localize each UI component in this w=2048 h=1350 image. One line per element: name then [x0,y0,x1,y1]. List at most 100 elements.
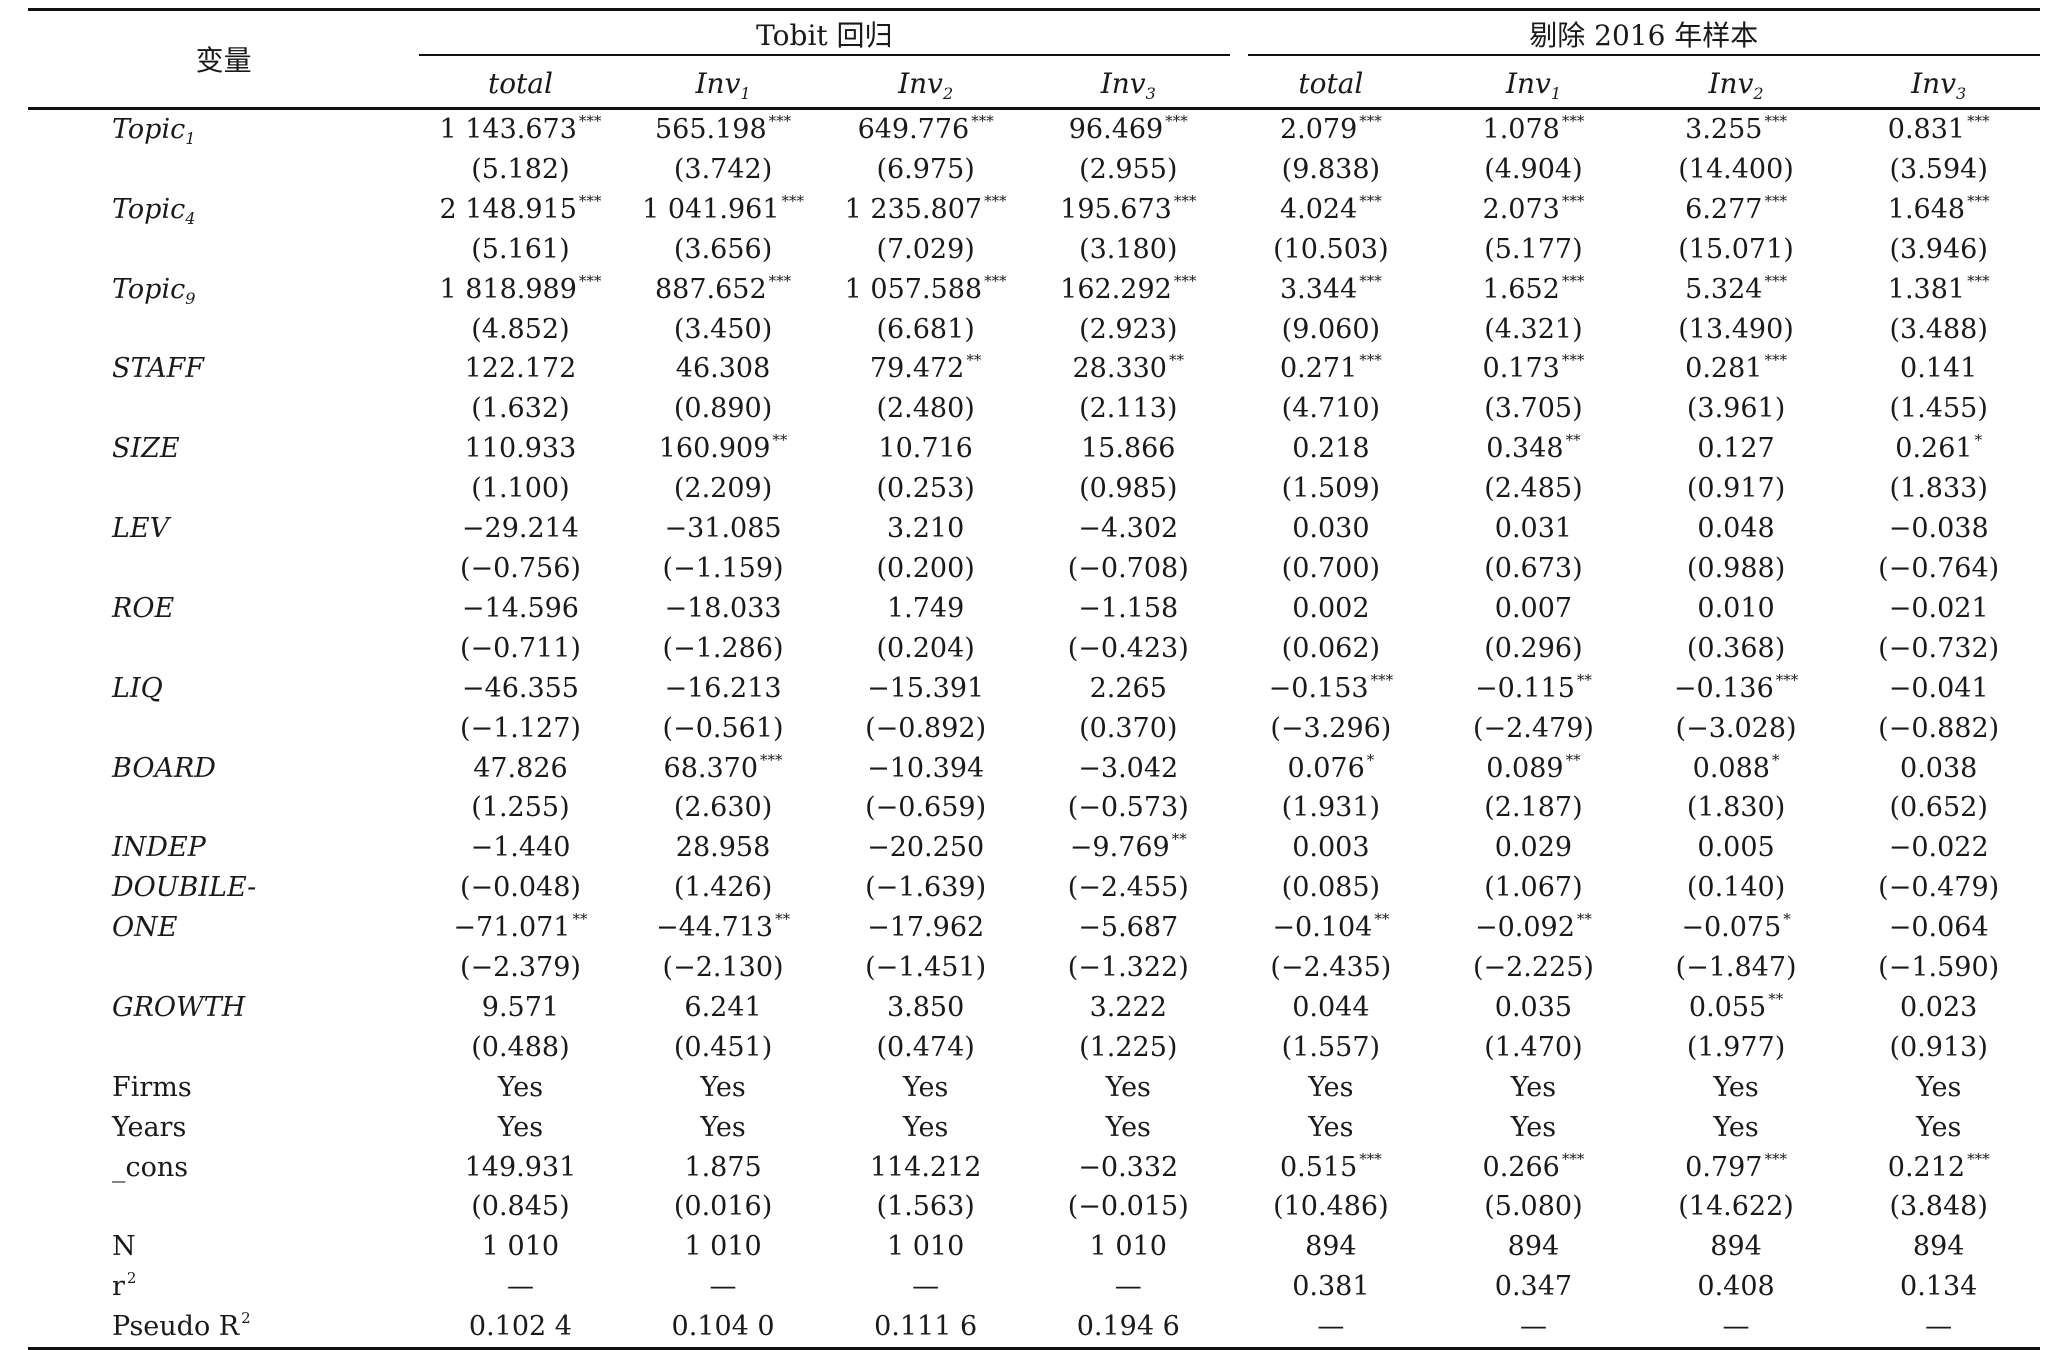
table-cell: 565.198 *** [622,109,825,150]
table-cell: 3.850 [824,988,1027,1028]
cell-value: −0.038 [1888,513,1989,545]
cell-value: 0.111 6 [874,1311,978,1343]
table-cell: — [1432,1307,1635,1350]
row-label: BOARD [28,749,419,789]
table-cell: −14.596 [419,589,622,629]
table-cell: Yes [1432,1068,1635,1108]
cell-value: −5.687 [1078,912,1179,944]
column-header: total [419,59,622,110]
table-cell: 2 148.915 *** [419,190,622,230]
table-cell: 0.347 [1432,1267,1635,1307]
table-cell: 1 057.588 *** [824,270,1027,310]
cell-value: Yes [1308,1071,1354,1103]
cell-value: (1.426) [673,872,773,904]
cell-value: −18.033 [664,592,782,624]
table-cell: (13.490) [1635,310,1838,350]
table-cell: −0.115 ** [1432,669,1635,709]
column-header-base: total [487,66,553,100]
table-cell: 0.005 [1635,828,1838,868]
table-cell: 2.073 *** [1432,190,1635,230]
significance-stars: *** [760,750,783,769]
cell-value: (1.563) [876,1191,975,1223]
row-label-text: Topic [112,273,186,305]
cell-value: 3.222 [1089,991,1167,1023]
table-cell: (−1.639) [824,868,1027,908]
cell-value: −0.022 [1888,832,1989,864]
cell-value: (−1.451) [865,952,987,984]
column-header: total [1229,59,1433,110]
table-row: Topic1 1 143.673 *** 565.198 *** 649.776 *** 96… [28,109,2040,150]
table-row: Topic9 1 818.989 *** 887.652 *** 1 057.588 ***… [28,270,2040,310]
table-cell: 1 235.807 *** [824,190,1027,230]
row-label [28,310,419,350]
cell-value: 0.076 [1287,752,1365,784]
table-row: (1.632) (0.890) (2.480) (2.113) (4.710) (3.70… [28,389,2040,429]
significance-stars: *** [1775,670,1799,689]
table-cell: −15.391 [824,669,1027,709]
table-cell: — [1837,1307,2040,1350]
cell-value: 2 148.915 [439,193,577,225]
table-cell: 0.003 [1230,828,1433,868]
cell-value: 1.875 [684,1151,762,1183]
table-row: Topic4 2 148.915 *** 1 041.961 *** 1 235.807 *… [28,190,2040,230]
significance-stars: *** [1764,1149,1787,1168]
column-header-base: Inv [1708,66,1754,100]
cell-value: (−2.455) [1067,872,1189,904]
cell-value: (2.923) [1079,313,1178,345]
cell-value: 28.958 [675,832,771,864]
table-cell: (1.067) [1432,868,1635,908]
row-label-text: BOARD [112,752,216,784]
cell-value: (−2.225) [1472,952,1594,984]
cell-value: Yes [1510,1111,1557,1143]
table-cell: −44.713 ** [622,908,825,948]
column-header: Inv1 [621,59,825,110]
cell-value: −0.115 [1474,672,1575,704]
row-label: Topic9 [28,270,419,310]
cell-value: 0.127 [1697,433,1775,465]
cell-value: (2.480) [876,393,975,425]
cell-value: (14.400) [1678,153,1794,185]
significance-stars: *** [1173,191,1197,210]
significance-stars: *** [1359,1149,1382,1168]
significance-stars: *** [1359,191,1382,210]
column-header-subscript: 3 [1956,83,1967,103]
table-cell: — [1027,1267,1230,1307]
table-cell: −3.042 [1027,749,1230,789]
significance-stars: *** [1359,351,1382,370]
cell-value: (0.488) [471,1031,570,1063]
cell-value: 1 010 [481,1231,560,1263]
cell-value: 0.035 [1494,991,1573,1023]
table-cell: Yes [1635,1068,1838,1108]
table-cell: −0.136 *** [1635,669,1838,709]
table-cell: (−1.286) [622,629,825,669]
table-cell: −10.394 [824,749,1027,789]
cell-value: Yes [497,1111,544,1143]
cell-value: (3.656) [673,233,773,265]
cell-value: (4.710) [1281,393,1381,425]
table-cell: 1.648 *** [1837,190,2040,230]
cell-value: (−1.127) [459,712,581,744]
table-cell: 0.023 [1837,988,2040,1028]
cell-value: (14.622) [1678,1191,1794,1223]
table-cell: (−3.296) [1230,709,1433,749]
row-label-superscript: 2 [126,1269,137,1288]
table-cell: 894 [1432,1227,1635,1267]
cell-value: 3.850 [886,991,965,1023]
table-cell: 1.749 [824,589,1027,629]
table-cell: (5.080) [1432,1187,1635,1227]
row-label: N [28,1227,419,1267]
table-cell: (3.594) [1837,150,2040,190]
table-cell: (4.710) [1230,389,1433,429]
significance-stars: *** [1561,351,1585,370]
column-header: Inv2 [824,59,1027,110]
row-label [28,150,419,190]
cell-value: 649.776 [857,114,970,145]
table-cell: (−1.847) [1635,948,1838,988]
table-cell: −0.022 [1837,828,2040,868]
table-cell: 0.111 6 [824,1307,1027,1350]
table-cell: 0.102 4 [419,1307,622,1350]
table-cell: (1.931) [1230,788,1433,828]
table-cell: −1.158 [1027,589,1230,629]
significance-stars: *** [984,271,1007,290]
table-cell: −5.687 [1027,908,1230,948]
